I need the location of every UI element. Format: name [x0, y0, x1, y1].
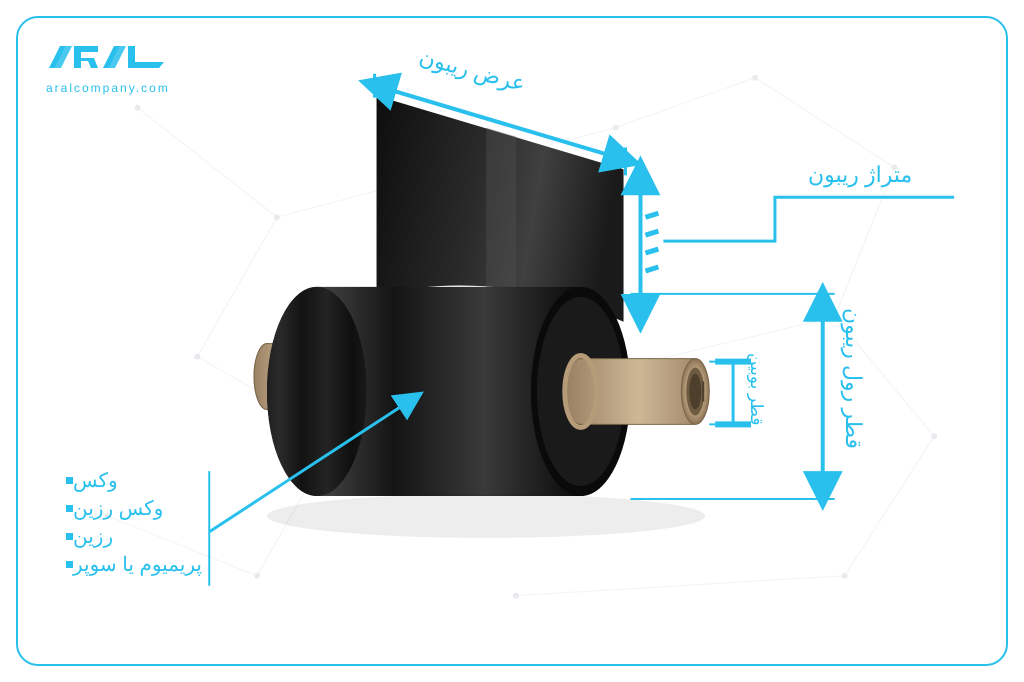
type-item: وکس رزین — [58, 496, 202, 521]
label-roll-diameter: قطر رول ریبون — [840, 308, 866, 449]
type-item: پریمیوم یا سوپر — [58, 552, 202, 577]
type-item: رزین — [58, 524, 202, 549]
label-length: متراژ ریبون — [808, 162, 912, 188]
ribbon-type-list: وکس وکس رزین رزین پریمیوم یا سوپر — [58, 468, 202, 580]
bobbin-diameter-dimension — [709, 362, 741, 425]
core-right — [565, 356, 709, 428]
frame: aralcompany.com — [16, 16, 1008, 666]
label-bobbin-diameter: قطر بوبین — [746, 353, 766, 426]
type-item: وکس — [58, 468, 202, 493]
length-dimension — [640, 167, 954, 321]
